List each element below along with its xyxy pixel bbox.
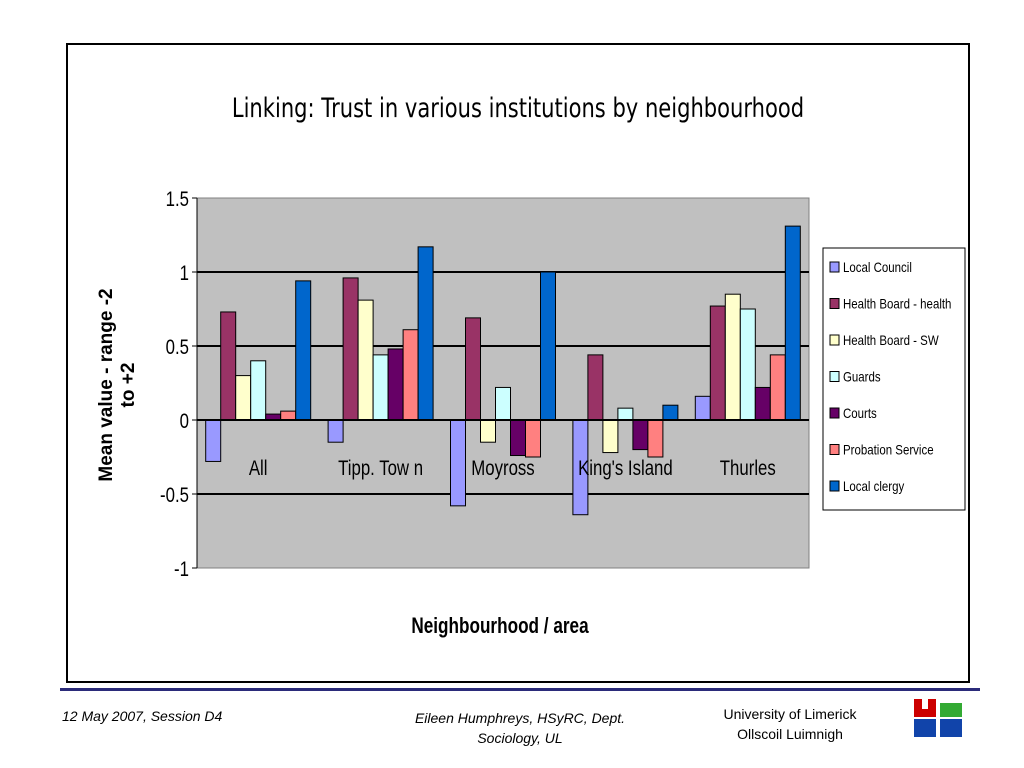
chart-title: Linking: Trust in various institutions b… xyxy=(232,92,804,123)
logo-blue-block-right xyxy=(940,719,962,737)
category-label: Tipp. Tow n xyxy=(338,457,423,480)
bar xyxy=(402,329,419,421)
footer-author-line1: Eileen Humphreys, HSyRC, Dept. xyxy=(414,710,626,726)
legend-label: Health Board - SW xyxy=(843,332,939,348)
logo-blue-block-left xyxy=(914,719,936,737)
logo-green-notch xyxy=(940,699,962,703)
bar xyxy=(295,280,312,421)
bar xyxy=(342,277,359,421)
bar xyxy=(602,419,619,454)
slide-frame: Linking: Trust in various institutions b… xyxy=(66,43,970,683)
bar xyxy=(387,348,404,421)
legend-label: Health Board - health xyxy=(843,295,951,311)
bar xyxy=(205,419,222,462)
footer-date-session: 12 May 2007, Session D4 xyxy=(62,708,223,724)
bar xyxy=(280,410,297,421)
bar xyxy=(662,404,679,421)
category-label: King's Island xyxy=(578,457,673,480)
y-tick-label: 0 xyxy=(180,410,189,433)
y-tick-label: 1.5 xyxy=(166,188,189,211)
legend-label: Guards xyxy=(843,368,881,384)
legend-label: Courts xyxy=(843,405,877,421)
legend-box xyxy=(822,247,966,511)
legend-label: Probation Service xyxy=(843,441,934,457)
bar xyxy=(709,305,726,421)
bar xyxy=(480,419,496,443)
legend-label: Local Council xyxy=(843,259,912,275)
footer-university-en: University of Limerick xyxy=(723,706,857,722)
bar-chart: Linking: Trust in various institutions b… xyxy=(96,92,966,639)
legend-label: Local clergy xyxy=(843,478,905,494)
category-label: Thurles xyxy=(720,457,776,480)
bar xyxy=(465,317,481,421)
legend-swatch xyxy=(829,407,840,419)
university-of-limerick-logo-icon xyxy=(914,699,962,737)
y-tick-label: -0.5 xyxy=(160,484,189,507)
bar xyxy=(525,419,541,458)
bar xyxy=(220,311,237,421)
y-tick-label: 0.5 xyxy=(166,336,189,359)
footer-author: Eileen Humphreys, HSyRC, Dept. Sociology… xyxy=(370,708,670,748)
bar xyxy=(724,293,741,421)
legend-swatch xyxy=(829,298,840,309)
legend-swatch xyxy=(829,261,840,273)
bar xyxy=(754,386,771,421)
bar xyxy=(739,308,756,421)
y-tick-label: 1 xyxy=(180,262,189,285)
bar xyxy=(357,299,374,421)
logo-red-notch xyxy=(922,699,928,709)
bar xyxy=(784,225,801,421)
footer-rule xyxy=(60,688,980,691)
bar xyxy=(417,246,434,421)
logo-green-block xyxy=(940,699,962,717)
legend-swatch xyxy=(829,371,840,382)
bar xyxy=(510,419,526,457)
footer-university-ga: Ollscoil Luimnigh xyxy=(737,726,843,742)
bar xyxy=(495,386,511,421)
bar xyxy=(372,354,389,421)
y-axis-label: Mean value - range -2to +2 xyxy=(96,288,139,481)
legend-swatch xyxy=(829,444,840,455)
bar xyxy=(694,395,711,421)
bar xyxy=(647,419,664,458)
bar xyxy=(540,271,556,421)
x-axis-label: Neighbourhood / area xyxy=(411,614,589,639)
legend-swatch xyxy=(829,334,840,346)
bar xyxy=(450,419,466,507)
y-tick-label: -1 xyxy=(174,558,189,581)
bar xyxy=(769,354,786,421)
bar xyxy=(587,354,604,421)
bar xyxy=(235,375,252,421)
category-label: All xyxy=(249,457,268,480)
category-label: Moyross xyxy=(471,457,534,480)
legend-swatch xyxy=(829,480,840,492)
footer-author-line2: Sociology, UL xyxy=(477,730,563,746)
bar xyxy=(632,419,649,451)
bar xyxy=(250,360,267,421)
footer-university: University of Limerick Ollscoil Luimnigh xyxy=(690,704,890,744)
bar xyxy=(617,407,634,421)
bar xyxy=(327,419,344,443)
